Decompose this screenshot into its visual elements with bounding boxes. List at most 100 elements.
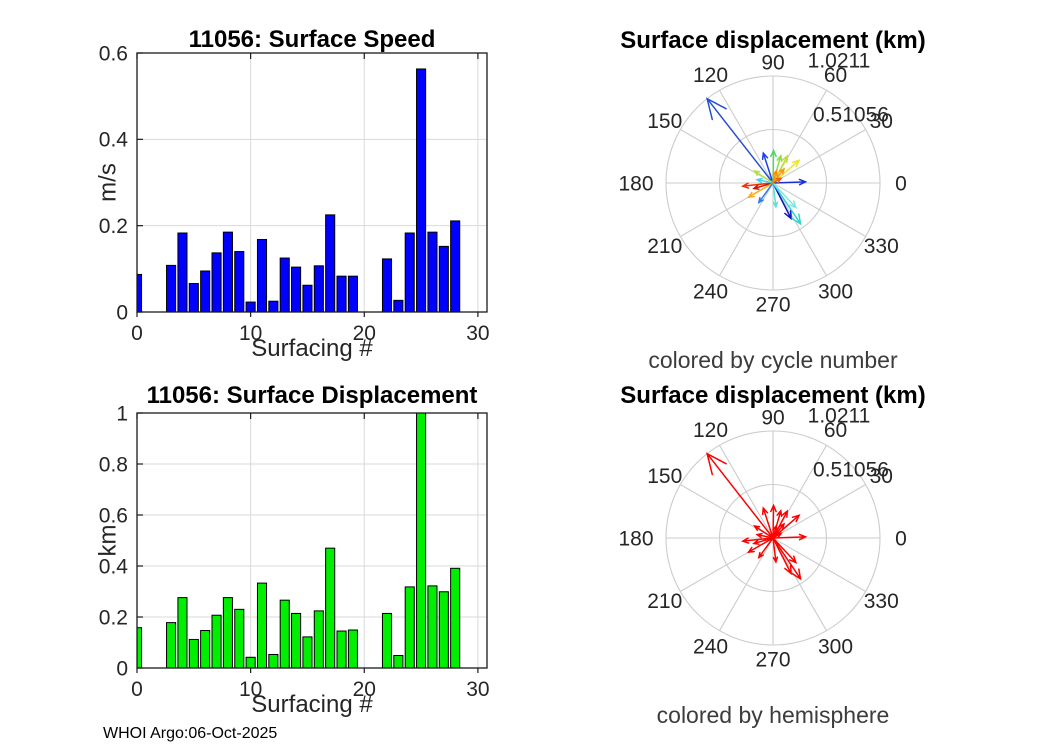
speed-chart: 0 10 20 30 0 0.2 0.4 0.6 Surfacing # m/s [94,42,489,362]
bar [404,586,415,668]
polar-angle-label: 90 [761,406,784,429]
bar [177,597,188,668]
quiver-arrow [772,182,779,209]
polar-angle-label: 240 [693,281,728,304]
bar [325,547,336,668]
bar [211,614,222,668]
quiver-arrow [772,154,789,184]
bar [137,273,143,312]
bar [336,630,347,668]
bar [336,275,347,312]
quiver-arrow [755,532,774,539]
y-tick-label: 0.4 [99,129,129,152]
quiver-arrow [772,177,783,184]
polar-cycle-title: Surface displacement (km) [620,27,926,54]
polar-angle-label: 300 [818,636,853,659]
bar [416,413,427,668]
polar-angle-label: 240 [693,636,728,659]
bar [313,610,324,668]
quiver-arrow [757,182,774,204]
y-tick-label: 0.6 [99,42,128,65]
y-tick-label: 0.8 [99,453,128,476]
quiver-arrow [772,182,802,226]
quiver-arrow [757,537,774,559]
bar [325,214,336,312]
x-axis-label: Surfacing # [251,335,373,362]
axes-frame [136,412,488,669]
quiver-arrow [772,522,786,539]
bar [416,68,427,312]
bar [393,655,404,668]
quiver-arrow [746,182,774,199]
polar-angle-label: 270 [755,293,790,316]
bar [438,591,449,668]
y-tick-label: 0 [116,301,128,324]
axes-frame [136,52,488,313]
polar-angle-label: 270 [755,648,790,671]
quiver-arrow [761,151,774,184]
x-tick-label: 20 [353,322,376,345]
bar [404,232,415,312]
bar [234,251,245,312]
bar [291,612,302,668]
bar [245,656,256,668]
bar [166,264,177,312]
polar-angle-label: 180 [618,172,653,195]
bar [347,275,358,312]
bar [279,257,290,312]
bar [302,284,313,312]
polar-angle-label: 0 [895,172,907,195]
quiver-arrow [772,537,802,581]
quiver-arrow [705,452,774,539]
polar-radius-label: 0.51056 [813,103,889,126]
quiver-arrow [772,167,786,184]
quiver-arrow [753,170,774,184]
quiver-arrow [770,148,777,184]
quiver-arrow [753,525,774,539]
bar [450,220,461,312]
bar [450,567,461,668]
polar-angle-label: 300 [818,281,853,304]
polar-angle-label: 30 [870,110,893,133]
quiver-arrow [772,524,778,539]
displacement-bars-group [137,413,461,668]
x-tick-label: 30 [466,322,489,345]
bar [188,283,199,312]
quiver-arrow [772,182,792,221]
quiver-arrow [705,97,774,184]
polar-angle-label: 0 [895,527,907,550]
polar-angle-label: 60 [824,64,847,87]
bar [234,608,245,668]
bar [188,638,199,668]
y-axis-label: km [94,525,121,557]
y-tick-label: 0 [116,657,128,680]
y-tick-label: 0.6 [99,504,128,527]
polar-radius-label: 1.0211 [808,404,871,427]
bar [222,597,233,668]
quiver-arrow [755,177,774,184]
bar [211,252,222,312]
quiver-arrow [772,537,798,564]
polar-angle-label: 210 [647,235,682,258]
bar [200,630,211,668]
bar [347,629,358,668]
quiver-arrow [772,537,792,576]
bar [313,265,324,312]
x-axis-label: Surfacing # [251,691,373,718]
bar [137,627,143,668]
bar [268,653,279,668]
quiver-arrow [752,182,774,190]
x-tick-label: 20 [353,678,376,701]
bar [200,270,211,312]
bar [393,299,404,312]
polar-radius-label: 0.51056 [813,458,889,481]
quiver-arrow [746,537,774,554]
speed-bars-group [137,68,461,312]
bar [427,585,438,668]
bar [177,232,188,312]
x-tick-label: 0 [131,322,143,345]
polar_cycle-arrows-group [705,97,808,226]
polar_cycle-chart: 0 30 60 90 120 150 180 210 240 270 300 330 0.51056 1.… [618,49,906,316]
polar-hemisphere-caption: colored by hemisphere [656,702,890,728]
